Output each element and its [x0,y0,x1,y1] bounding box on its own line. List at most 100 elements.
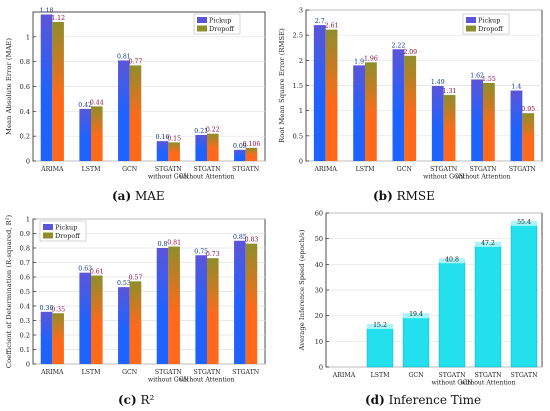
y-tick-label: 40 [315,261,323,269]
y-tick-label: 1 [26,216,30,224]
x-tick-label: without Attention [179,377,234,384]
dropoff-bar [91,275,103,364]
x-tick-label: STGATN [232,369,260,376]
y-tick-label: 0.7 [20,259,30,267]
x-tick-label: without Attention [455,174,510,181]
caption-text: Inference Time [388,393,482,407]
inference-bar-cap [511,220,537,226]
x-tick-label: GCN [397,166,413,173]
legend-swatch [197,17,207,23]
dropoff-bar [245,243,258,364]
x-tick-label: STGATN [470,166,498,173]
inference-bar [438,262,466,368]
y-tick-label: 60 [315,210,323,218]
x-tick-label: without GCN [431,380,473,387]
caption-tag: (c) [118,393,137,407]
data-label: 0.63 [78,266,92,273]
data-label: 0.73 [206,251,220,258]
data-label: 0.53 [117,280,131,287]
legend-label: Dropoff [55,232,81,240]
y-tick-label: 0.9 [20,230,30,238]
inference-bar-cap [475,241,501,247]
y-tick-label: 0.5 [20,288,30,296]
dropoff-bar [404,55,417,162]
y-axis-label: Coefficient of Determination (R-squared,… [5,215,13,369]
data-label: 1.18 [40,7,54,14]
dropoff-bar [52,21,64,161]
pickup-bar [40,311,53,364]
data-label: 0.36 [40,305,54,312]
x-tick-label: STGATN [430,166,458,173]
x-tick-label: LSTM [82,369,101,376]
caption-tag: (d) [365,393,385,407]
y-axis-label: Mean Absolute Error (MAE) [5,38,13,135]
data-label: 0.75 [194,248,208,255]
y-tick-label: 0.8 [20,58,30,66]
pickup-bar [40,14,53,161]
dropoff-bar [129,65,142,161]
data-label: 0.95 [521,106,535,113]
data-label: 0.15 [167,135,181,142]
pickup-bar [471,79,483,161]
data-label: 55.4 [517,219,531,226]
data-label: 1.96 [364,55,378,62]
dropoff-bar [483,82,495,161]
caption-text: RMSE [396,189,435,203]
data-label: 2.61 [325,23,339,30]
y-tick-label: 0 [26,158,30,166]
caption-inference-time: (d) Inference Time [365,393,481,407]
y-tick-label: 0 [319,364,323,372]
x-tick-label: STGATN [511,372,539,379]
dropoff-bar [207,258,219,364]
y-tick-label: 30 [315,287,323,295]
caption-text: MAE [134,189,165,203]
data-label: 0.35 [51,306,65,313]
chart-rmse: 0 0.5 1 1.5 2 2.5 3 Root Mean Square Error (RMS… [278,7,543,181]
x-tick-label: LSTM [371,372,390,379]
data-label: 0.61 [90,269,104,276]
data-label: 0.57 [129,274,143,281]
legend-swatch [197,25,207,32]
y-tick-label: 0.2 [20,332,30,340]
y-tick-label: 0 [26,361,30,369]
x-tick-label: LSTM [82,166,101,173]
data-label: 0.22 [206,127,220,134]
x-tick-label: GCN [122,166,138,173]
inference-bar-cap [439,258,465,264]
inference-bar [474,245,502,368]
x-tick-label: without Attention [179,174,234,181]
data-label: 0.42 [78,102,92,109]
data-label: 0.81 [167,240,181,247]
y-tick-label: 50 [315,235,323,243]
y-tick-label: 1 [299,107,303,115]
y-tick-label: 0.2 [20,133,30,141]
x-tick-label: STGATN [439,372,467,379]
data-label: 2.09 [403,49,417,56]
dropoff-bar [365,62,377,162]
inference-bar-cap [403,313,429,319]
data-label: 1.49 [431,79,445,86]
dropoff-bar [91,106,103,161]
pickup-bar [156,141,169,161]
y-tick-label: 1 [26,33,30,41]
pickup-bar [353,65,365,161]
legend-swatch [466,17,476,23]
legend-label: Pickup [55,224,77,232]
x-tick-label: GCN [408,372,424,379]
x-tick-label: GCN [122,369,138,376]
data-label: 2.22 [392,42,406,49]
x-tick-label: without GCN [423,174,465,181]
data-label: 1.9 [354,58,364,65]
x-tick-label: LSTM [356,166,375,173]
legend-swatch [466,25,476,32]
caption-r2: (c) R² [118,393,154,407]
x-tick-label: STGATN [194,369,222,376]
data-label: 1.55 [482,76,496,83]
data-label: 0.81 [117,53,131,60]
legend-swatch [43,232,53,239]
data-label: 1.31 [443,88,457,95]
pickup-bar [195,134,207,161]
y-tick-label: 2.5 [293,32,303,40]
x-tick-label: STGATN [232,166,260,173]
caption-tag: (a) [112,189,132,203]
